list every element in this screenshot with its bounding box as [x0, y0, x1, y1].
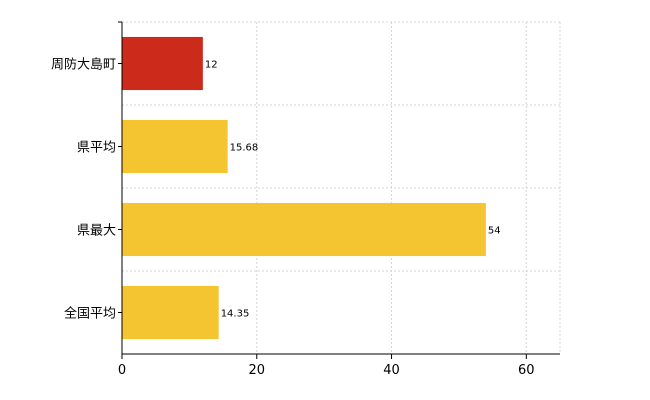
- data-label: 14.35: [221, 309, 250, 320]
- bar: [122, 202, 486, 257]
- labels: 12 周防大島町 15.68 県平均 54 県最大 14.35 全国平均 0 20 40 60: [51, 57, 535, 379]
- bar: [122, 285, 219, 340]
- category-label: 周防大島町: [51, 57, 116, 73]
- bar: [122, 119, 228, 174]
- bars: [122, 36, 486, 340]
- category-label: 県最大: [77, 224, 116, 239]
- category-label: 全国平均: [64, 306, 116, 322]
- x-tick-label: 20: [248, 363, 265, 378]
- x-tick-label: 60: [518, 363, 535, 378]
- x-tick-label: 0: [118, 363, 126, 378]
- axes: [118, 21, 560, 359]
- data-label: 54: [488, 226, 501, 237]
- bar: [122, 36, 203, 91]
- data-label: 15.68: [230, 143, 259, 154]
- data-label: 12: [205, 60, 218, 71]
- category-label: 県平均: [77, 141, 116, 156]
- x-tick-label: 40: [383, 363, 400, 378]
